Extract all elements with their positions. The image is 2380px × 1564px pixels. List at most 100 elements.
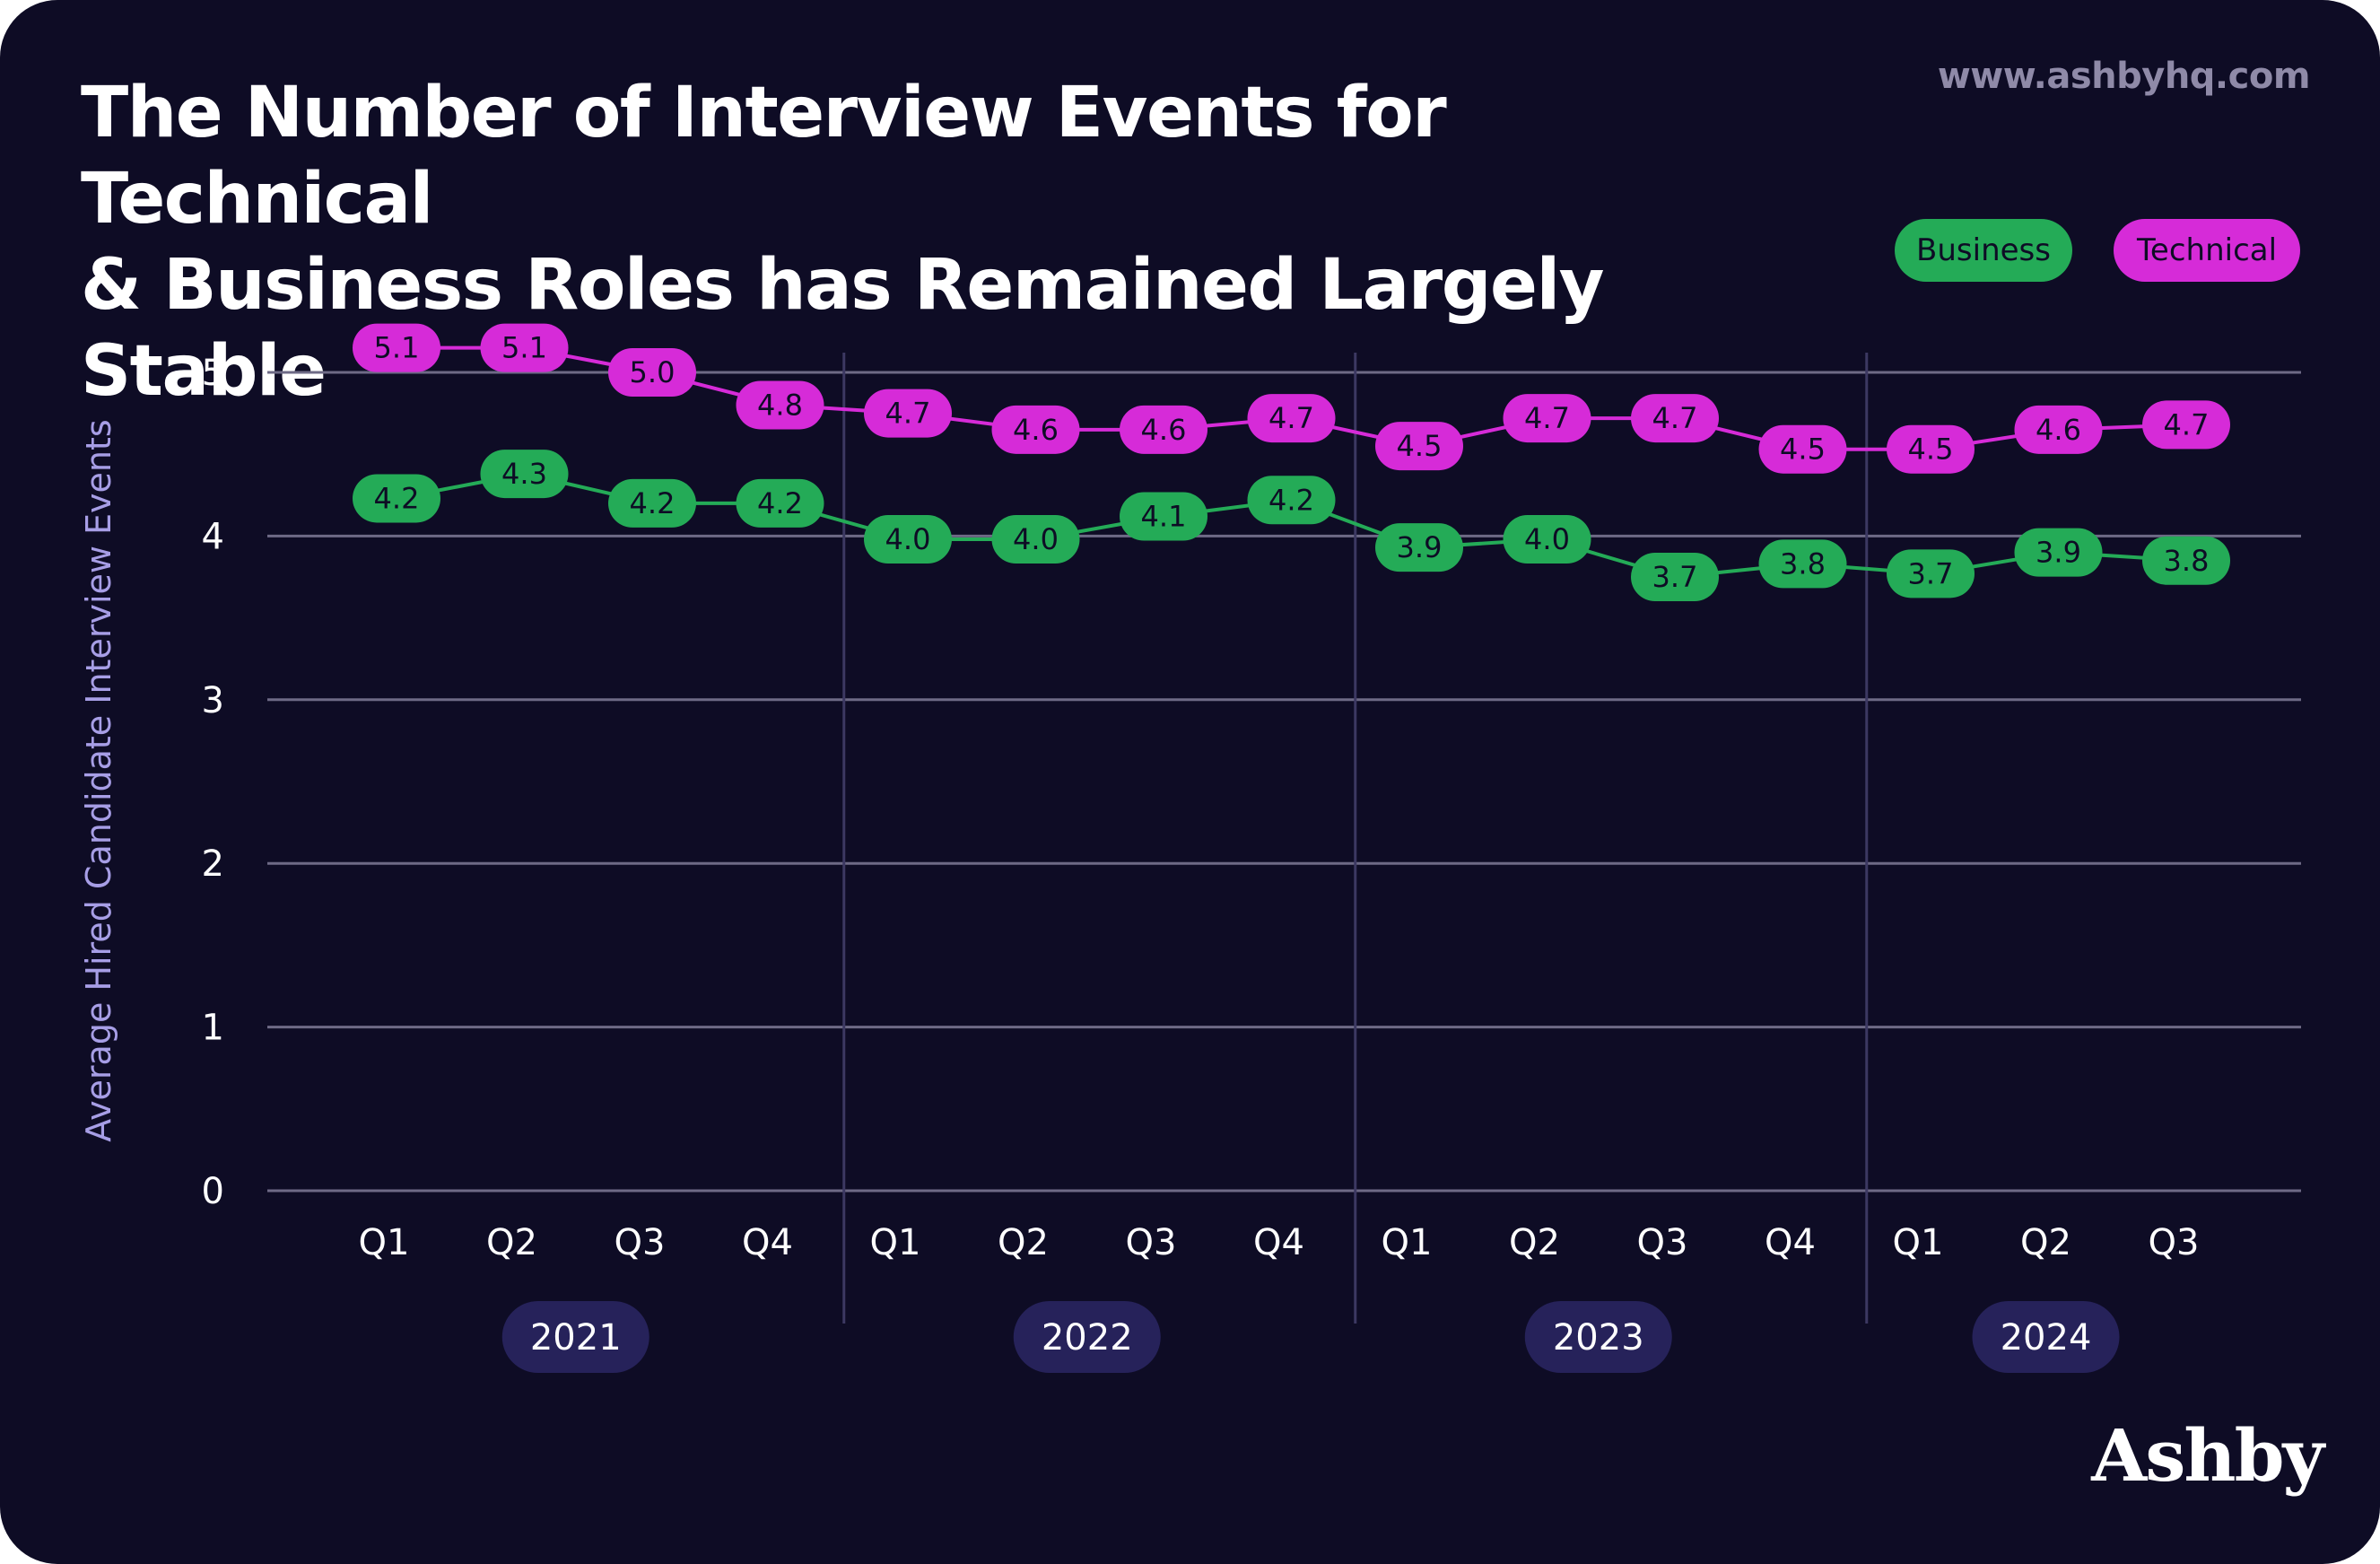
- year-layer: 2021 2022 2023 2024: [501, 1301, 2120, 1373]
- data-label-business: 3.9: [2036, 536, 2081, 570]
- data-point-business: [864, 515, 952, 564]
- data-point-technical: [1247, 394, 1336, 443]
- year-pill: [501, 1301, 649, 1373]
- data-label-business: 4.2: [630, 486, 676, 520]
- chart-title: The Number of Interview Events for Techn…: [81, 70, 1785, 415]
- data-point-technical: [991, 405, 1080, 454]
- data-point-technical: [1120, 405, 1207, 454]
- legend-item-technical: Technical: [2114, 219, 2300, 282]
- ashby-logo: Ashby: [2091, 1413, 2324, 1498]
- year-label: 2023: [1553, 1317, 1644, 1359]
- data-label-business: 3.8: [1780, 546, 1826, 581]
- data-label-technical: 4.7: [885, 397, 931, 431]
- data-point-business: [1631, 553, 1719, 601]
- site-url[interactable]: www.ashbyhq.com: [1937, 56, 2311, 97]
- year-separator-layer: [842, 353, 1869, 1324]
- legend-item-business: Business: [1895, 219, 2072, 282]
- data-point-technical: [1631, 394, 1719, 443]
- title-line-2: & Business Roles has Remained Largely St…: [81, 245, 1605, 412]
- data-label-technical: 4.8: [757, 388, 803, 422]
- year-label: 2022: [1042, 1317, 1133, 1359]
- data-label-business: 4.1: [1141, 500, 1187, 534]
- x-tick-label: Q2: [1509, 1222, 1560, 1263]
- data-point-business: [1758, 539, 1847, 589]
- data-point-technical: [480, 323, 569, 372]
- data-label-layer: 5.1 5.1 5.0 4.8 4.7 4.6 4.6 4.7 4.5 4.7 4.7 4.5 4.5 4…: [353, 323, 2230, 601]
- y-tick-label: 0: [202, 1171, 224, 1212]
- y-tick-label: 5: [202, 353, 224, 394]
- data-point-business: [1375, 523, 1463, 572]
- data-point-business: [1887, 549, 1975, 599]
- x-tick-label: Q3: [2149, 1222, 2200, 1263]
- data-label-technical: 4.6: [1141, 413, 1187, 447]
- data-point-business: [480, 450, 569, 499]
- data-point-business: [1247, 476, 1336, 525]
- x-tick-label: Q2: [2020, 1222, 2071, 1263]
- data-point-business: [2142, 536, 2230, 585]
- data-point-technical: [1758, 424, 1847, 474]
- data-label-business: 3.9: [1397, 530, 1443, 564]
- year-pill: [1524, 1301, 1672, 1373]
- data-label-technical: 5.0: [630, 355, 676, 389]
- y-axis-label: Average Hired Candidate Interview Events: [79, 419, 118, 1141]
- y-tick-label: 4: [202, 516, 224, 557]
- data-point-technical: [1375, 422, 1463, 471]
- data-label-business: 4.3: [501, 457, 547, 491]
- x-tick-label: Q3: [1126, 1222, 1177, 1263]
- data-label-business: 4.2: [757, 486, 803, 520]
- x-tick-label: Q2: [486, 1222, 537, 1263]
- x-tick-label: Q1: [1893, 1222, 1944, 1263]
- y-tick-label: 1: [202, 1008, 224, 1049]
- data-point-business: [1503, 515, 1591, 564]
- data-point-business: [353, 474, 440, 523]
- data-label-technical: 4.7: [1268, 401, 1314, 435]
- data-label-technical: 4.6: [1013, 413, 1059, 447]
- year-label: 2021: [530, 1317, 622, 1359]
- data-point-technical: [1503, 394, 1591, 443]
- y-tick-label: 2: [202, 843, 224, 885]
- x-tick-label: Q4: [1253, 1222, 1304, 1263]
- data-label-business: 4.2: [1268, 483, 1314, 517]
- data-label-technical: 4.5: [1908, 433, 1954, 467]
- data-label-business: 3.7: [1652, 560, 1698, 594]
- data-point-technical: [1887, 424, 1975, 474]
- grid-layer: [267, 371, 2301, 1193]
- data-label-technical: 4.7: [1652, 401, 1698, 435]
- data-label-technical: 5.1: [374, 331, 420, 365]
- data-label-technical: 4.7: [2164, 407, 2210, 441]
- data-point-technical: [353, 323, 440, 372]
- x-tick-label: Q2: [998, 1222, 1049, 1263]
- data-point-technical: [864, 389, 952, 438]
- data-point-technical: [2142, 400, 2230, 450]
- data-label-technical: 5.1: [501, 331, 547, 365]
- data-point-business: [2014, 528, 2103, 577]
- x-tick-layer: Q1 Q2 Q3 Q4 Q1 Q2 Q3 Q4 Q1 Q2 Q3 Q4 Q1 Q2 Q3: [359, 1222, 2200, 1263]
- data-point-technical: [2014, 405, 2103, 454]
- data-point-technical: [736, 380, 824, 430]
- x-tick-label: Q1: [359, 1222, 410, 1263]
- year-label: 2024: [2001, 1317, 2092, 1359]
- y-tick-label: 3: [202, 680, 224, 721]
- x-tick-label: Q3: [1637, 1222, 1688, 1263]
- x-tick-label: Q4: [742, 1222, 793, 1263]
- x-tick-label: Q1: [870, 1222, 921, 1263]
- data-label-technical: 4.7: [1524, 401, 1570, 435]
- data-label-business: 4.0: [1524, 522, 1570, 556]
- year-pill: [1013, 1301, 1161, 1373]
- data-label-business: 4.0: [1013, 522, 1059, 556]
- data-label-technical: 4.5: [1397, 429, 1443, 463]
- title-line-1: The Number of Interview Events for Techn…: [81, 73, 1447, 240]
- data-label-technical: 4.6: [2036, 413, 2081, 447]
- data-point-business: [991, 515, 1080, 564]
- data-label-business: 3.7: [1908, 556, 1954, 590]
- data-point-business: [736, 478, 824, 528]
- data-label-business: 4.2: [374, 481, 420, 515]
- data-label-technical: 4.5: [1780, 433, 1826, 467]
- data-point-business: [1120, 492, 1207, 541]
- data-point-technical: [608, 348, 696, 397]
- year-pill: [1972, 1301, 2120, 1373]
- data-point-business: [608, 478, 696, 528]
- x-tick-label: Q3: [615, 1222, 666, 1263]
